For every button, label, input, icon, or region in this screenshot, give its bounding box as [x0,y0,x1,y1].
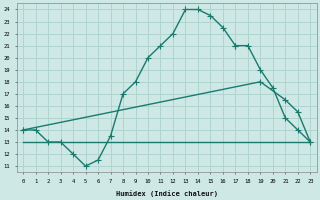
X-axis label: Humidex (Indice chaleur): Humidex (Indice chaleur) [116,190,218,197]
